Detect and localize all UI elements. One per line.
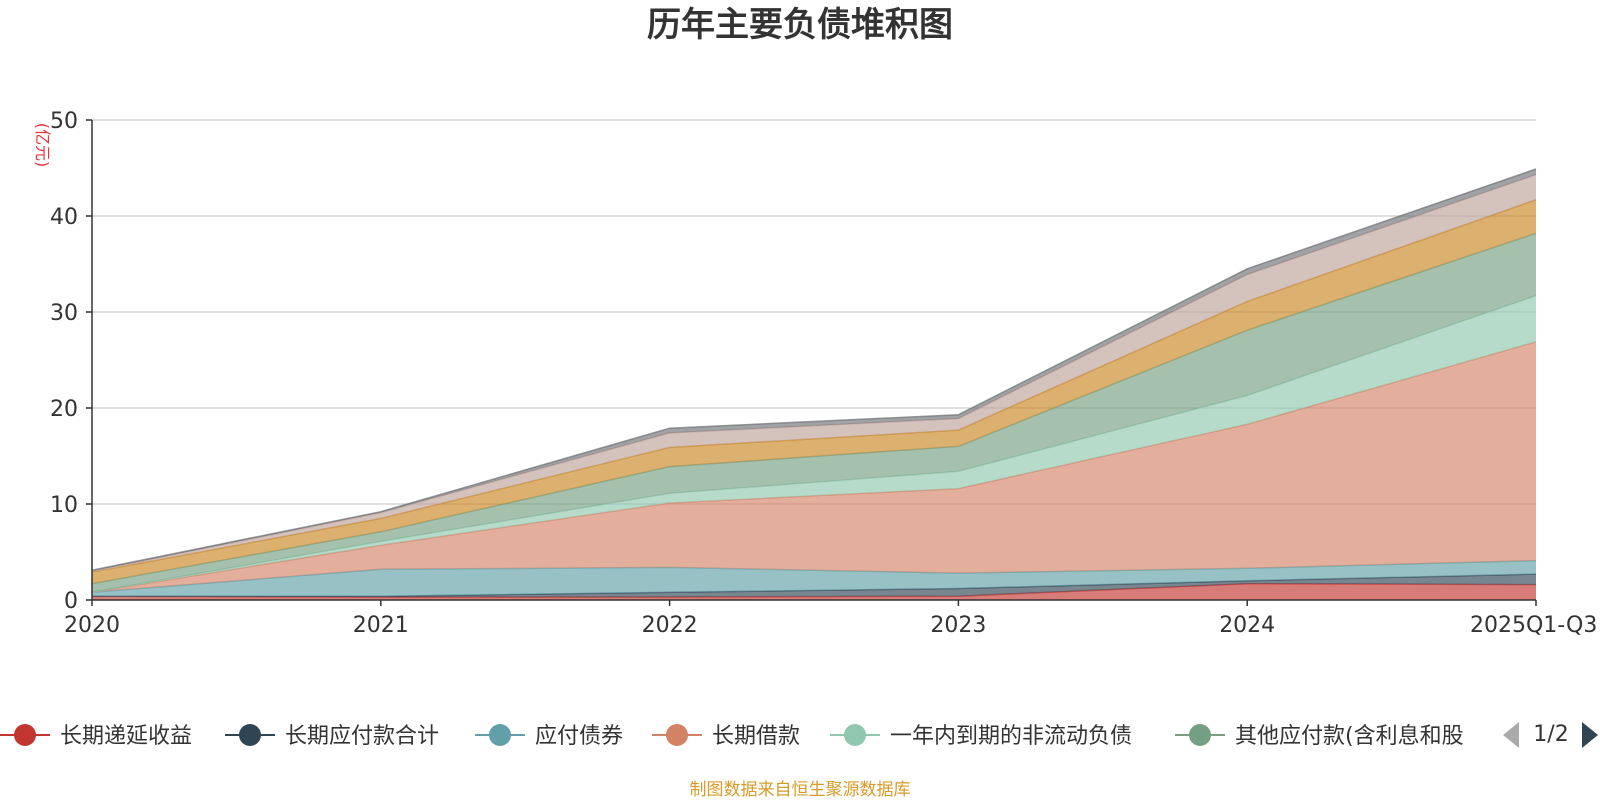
legend-item[interactable]: 一年内到期的非流动负债 (830, 724, 1132, 749)
y-axis-ticks: 0 10 20 30 40 50 (50, 109, 92, 614)
chart-title: 历年主要负债堆积图 (647, 5, 953, 45)
legend: 长期递延收益 长期应付款合计 应付债券 长期借款 一年内到期的非流动负债 其他应付款(含利… (0, 724, 1464, 749)
legend-prev-icon[interactable] (1503, 722, 1519, 748)
legend-item[interactable]: 长期借款 (652, 724, 800, 749)
area-series-4 (92, 341, 1536, 593)
x-axis-ticks: 2020 2021 2022 2023 2024 2025Q1-Q3 (64, 600, 1597, 638)
axes (91, 120, 1536, 601)
y-tick-label: 10 (50, 493, 78, 518)
x-tick-label: 2025Q1-Q3 (1470, 613, 1597, 638)
legend-marker-icon (844, 724, 866, 746)
x-tick-label: 2020 (64, 613, 120, 638)
x-tick-label: 2024 (1219, 613, 1275, 638)
area-series-2 (92, 574, 1536, 598)
legend-marker-icon (666, 724, 688, 746)
y-tick-label: 30 (50, 301, 78, 326)
x-tick-label: 2023 (930, 613, 986, 638)
area-series-1 (92, 583, 1536, 600)
source-note: 制图数据来自恒生聚源数据库 (690, 780, 911, 800)
y-tick-label: 20 (50, 397, 78, 422)
legend-marker-icon (239, 724, 261, 746)
legend-marker-icon (489, 724, 511, 746)
y-tick-label: 40 (50, 205, 78, 230)
area-series-9-line (91, 168, 1537, 571)
legend-label: 长期应付款合计 (285, 724, 439, 749)
x-tick-label: 2021 (353, 613, 409, 638)
legend-item[interactable]: 长期递延收益 (0, 724, 192, 749)
legend-label: 一年内到期的非流动负债 (890, 724, 1132, 749)
legend-label: 长期借款 (712, 724, 800, 749)
legend-pager: 1/2 (1503, 722, 1598, 748)
legend-next-icon[interactable] (1582, 722, 1598, 748)
y-axis-unit: (亿元) (33, 123, 52, 168)
stacked-areas (91, 168, 1537, 600)
y-tick-label: 0 (64, 589, 78, 614)
legend-label: 长期递延收益 (60, 724, 192, 749)
legend-item[interactable]: 其他应付款(含利息和股 (1175, 724, 1464, 749)
legend-item[interactable]: 长期应付款合计 (225, 724, 439, 749)
x-tick-label: 2022 (642, 613, 698, 638)
legend-label: 应付债券 (535, 724, 623, 749)
y-tick-label: 50 (50, 109, 78, 134)
legend-marker-icon (1189, 724, 1211, 746)
legend-item[interactable]: 应付债券 (475, 724, 623, 749)
legend-page-indicator: 1/2 (1533, 722, 1568, 747)
legend-label: 其他应付款(含利息和股 (1235, 724, 1464, 749)
legend-marker-icon (14, 724, 36, 746)
